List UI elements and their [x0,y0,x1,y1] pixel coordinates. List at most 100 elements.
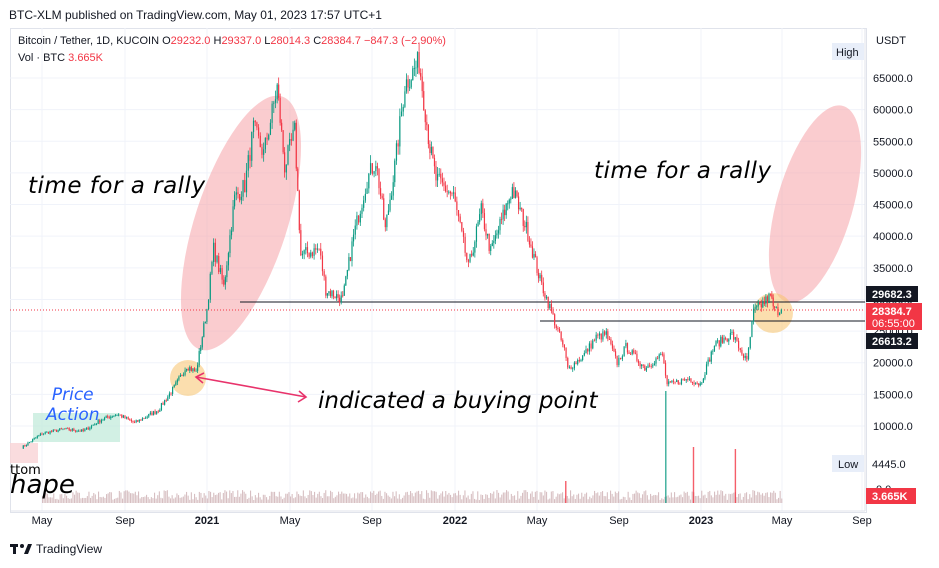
volume-bar [253,499,255,503]
candle-body [477,221,479,227]
candle-body [278,84,280,98]
candle-body [145,417,147,419]
volume-bar [686,491,688,503]
volume-bar [774,492,776,503]
candle-body [486,233,489,236]
footer[interactable]: TradingView [10,542,102,556]
time-axis[interactable]: May Sep 2021 May Sep 2022 May Sep 2023 May Sep [32,515,872,527]
candle-body [298,190,300,231]
volume-bar [178,495,180,503]
candle-body [135,420,137,423]
candle-body [55,429,58,432]
candle-body [172,386,174,394]
volume-bar [544,490,546,503]
volume-bar [637,492,639,503]
candle-body [326,293,328,296]
volume-bar [603,496,605,503]
candle-body [737,340,740,349]
volume-bar [350,498,352,503]
candle-body [554,314,556,326]
candle-body [339,297,341,303]
candle-body [70,430,72,432]
volume-bar [632,493,634,503]
candle-body [76,431,78,432]
volume-bar [179,497,181,503]
candle-body [173,384,175,387]
volume-bar [275,496,277,503]
candle-body [373,171,375,174]
candle-body [522,209,524,226]
candle-body [779,312,781,316]
price-axis[interactable]: 10000.015000.020000.025000.030000.035000… [873,73,913,433]
candle-series [22,42,782,449]
volume-bar [528,498,530,503]
volume-bar [118,490,120,503]
volume-bar [51,497,53,503]
candle-body [426,122,428,126]
candle-body [292,129,294,141]
candle-body [488,233,490,251]
volume-bar [672,497,674,503]
volume-bar [403,495,405,503]
volume-bar [59,494,61,503]
candle-body [105,416,107,418]
volume-bar [48,497,50,503]
volume-bar [128,491,130,503]
volume-bar [90,497,92,503]
volume-bar [699,498,701,503]
volume-bar [642,494,644,503]
candle-body [639,363,641,367]
candle-body [179,374,182,377]
candle-body [181,374,183,376]
volume-bar [400,499,402,503]
volume-bar [459,494,461,503]
volume-bar [781,498,783,503]
symbol-name[interactable]: Bitcoin / Tether, 1D, KUCOIN [18,35,160,47]
candle-body [731,331,733,333]
candle-body [742,354,745,358]
candle-body [395,143,398,161]
volume-bar [130,493,132,503]
candle-body [715,340,717,346]
candle-body [672,380,675,382]
candle-body [294,122,296,130]
candle-body [671,380,673,383]
volume-bar [614,491,616,503]
volume-bar [176,493,178,503]
candle-body [516,190,518,197]
candle-body [539,274,541,279]
chart-pane[interactable] [10,28,867,513]
volume-bar [170,498,172,503]
volume-bar [667,495,669,503]
volume-bar [462,495,464,503]
volume-bar [131,493,133,503]
volume-bar [339,493,341,503]
volume-bar [669,497,671,503]
volume-bar [218,492,220,503]
candle-body [375,166,377,172]
volume-bar [461,499,463,503]
volume-bar [429,497,431,503]
candle-body [152,411,155,416]
volume-bar [531,491,533,503]
volume-bar [336,495,338,503]
candle-body [760,304,762,308]
volume-bar [611,493,613,503]
candle-body [407,79,409,88]
candle-body [653,363,655,366]
candle-body [549,303,551,309]
candle-body [67,427,69,429]
volume-bar [622,496,624,503]
candle-body [43,433,45,435]
volume-bar [573,494,575,503]
candle-body [85,427,88,430]
candle-body [508,199,510,204]
volume-bar [763,495,765,503]
volume-bar [560,493,562,503]
volume-label[interactable]: Vol · BTC [18,52,66,64]
volume-bar [208,491,210,503]
volume-bar [114,498,116,503]
volume-bar [682,497,684,503]
candle-body [389,199,391,211]
